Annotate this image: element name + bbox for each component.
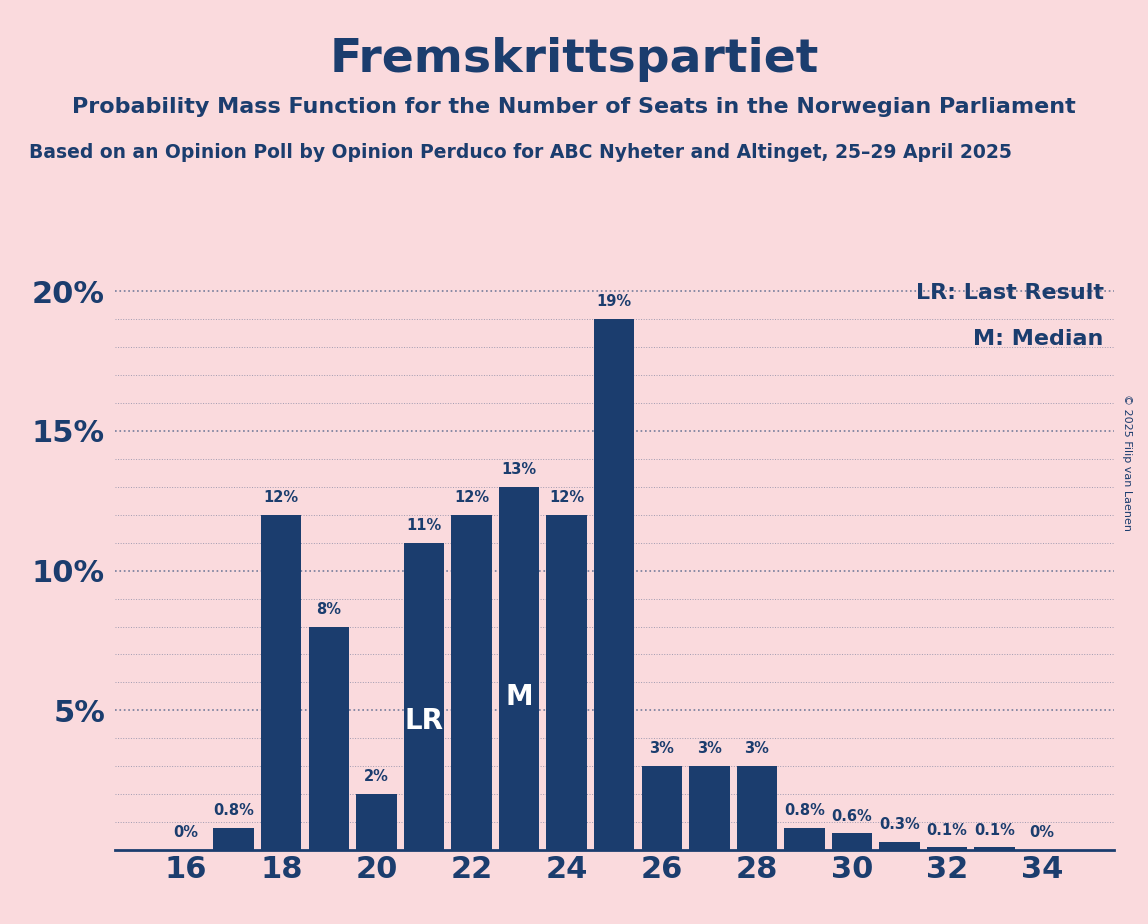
Text: 12%: 12% [453,490,489,505]
Text: 0.1%: 0.1% [926,822,968,837]
Text: 11%: 11% [406,517,442,533]
Text: 0.1%: 0.1% [975,822,1015,837]
Bar [499,487,540,850]
Text: 0%: 0% [1030,825,1055,840]
Text: 0.6%: 0.6% [831,808,872,823]
Bar [642,766,682,850]
Text: 0.8%: 0.8% [214,803,254,818]
Bar [261,515,302,850]
Bar [879,842,920,850]
Text: 3%: 3% [744,741,769,757]
Text: Based on an Opinion Poll by Opinion Perduco for ABC Nyheter and Altinget, 25–29 : Based on an Opinion Poll by Opinion Perd… [29,143,1011,163]
Text: 0.3%: 0.3% [879,817,920,832]
Bar [594,319,635,850]
Text: 19%: 19% [597,295,631,310]
Text: 0%: 0% [173,825,199,840]
Bar [214,828,254,850]
Text: 13%: 13% [502,462,536,477]
Text: 3%: 3% [697,741,722,757]
Bar [451,515,491,850]
Bar [926,847,968,850]
Bar [975,847,1015,850]
Text: M: Median: M: Median [974,329,1103,348]
Bar [404,542,444,850]
Bar [784,828,824,850]
Bar [832,833,872,850]
Text: LR: Last Result: LR: Last Result [916,283,1103,303]
Text: Probability Mass Function for the Number of Seats in the Norwegian Parliament: Probability Mass Function for the Number… [72,97,1076,117]
Bar [737,766,777,850]
Bar [689,766,729,850]
Text: 12%: 12% [549,490,584,505]
Text: 0.8%: 0.8% [784,803,825,818]
Text: © 2025 Filip van Laenen: © 2025 Filip van Laenen [1123,394,1132,530]
Text: 8%: 8% [317,602,341,616]
Text: LR: LR [404,707,443,735]
Bar [309,626,349,850]
Text: 12%: 12% [264,490,298,505]
Text: 3%: 3% [650,741,674,757]
Bar [356,795,396,850]
Text: M: M [505,684,533,711]
Bar [546,515,587,850]
Text: 2%: 2% [364,770,389,784]
Text: Fremskrittspartiet: Fremskrittspartiet [329,37,819,82]
